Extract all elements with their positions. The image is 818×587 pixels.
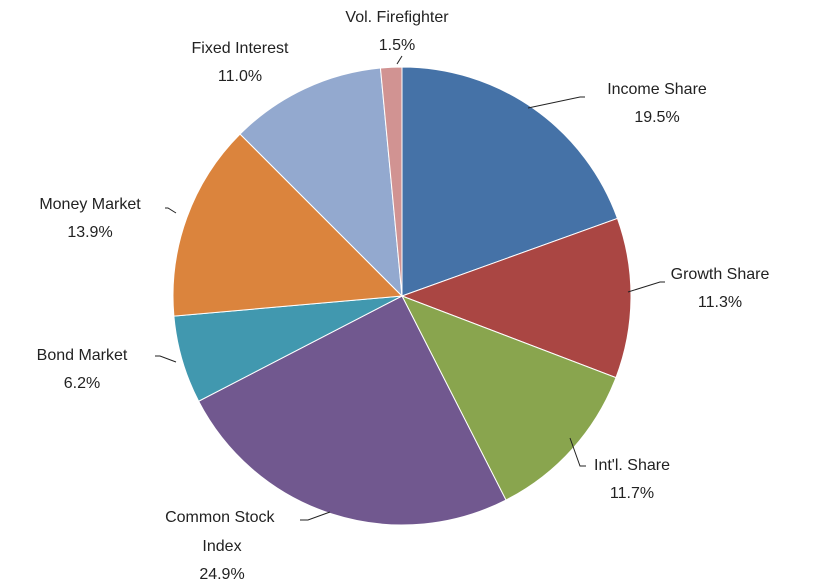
slice-value-label: 13.9% [67,224,112,241]
slice-value-label: 6.2% [64,375,100,392]
label-line: Index [202,538,241,555]
leader-line [527,96,585,109]
slice-label: Income Share [607,81,707,98]
pie-slice [400,217,632,379]
slice-label: Money Market [39,196,141,213]
pie-slice [379,66,403,297]
pie-slice [400,295,617,501]
slice-label: Growth Share [671,266,770,283]
slice-value-label: 19.5% [634,109,679,126]
label-line: Common Stock [165,509,279,526]
slice-value-label: 11.7% [610,485,654,502]
slice-value-label: 11.0% [218,68,262,85]
leader-line [155,355,177,363]
slice-label: Common Stock Index [165,509,279,555]
leader-line [569,437,586,467]
leader-line [300,511,331,521]
slice-label: Int'l. Share [594,457,670,474]
slice-value-label: 11.3% [698,294,742,311]
slice-label: Vol. Firefighter [345,9,449,26]
pie-slice [401,66,619,297]
pie-slice [197,295,507,526]
slice-label: Bond Market [37,347,128,364]
pie-slice [172,133,404,317]
slice-value-label: 1.5% [379,37,415,54]
leader-line [627,281,665,293]
leader-line [396,55,403,65]
leader-line [165,207,177,214]
slice-value-label: 24.9% [199,566,244,583]
pie-slice [239,67,403,298]
slice-label: Fixed Interest [192,40,289,57]
